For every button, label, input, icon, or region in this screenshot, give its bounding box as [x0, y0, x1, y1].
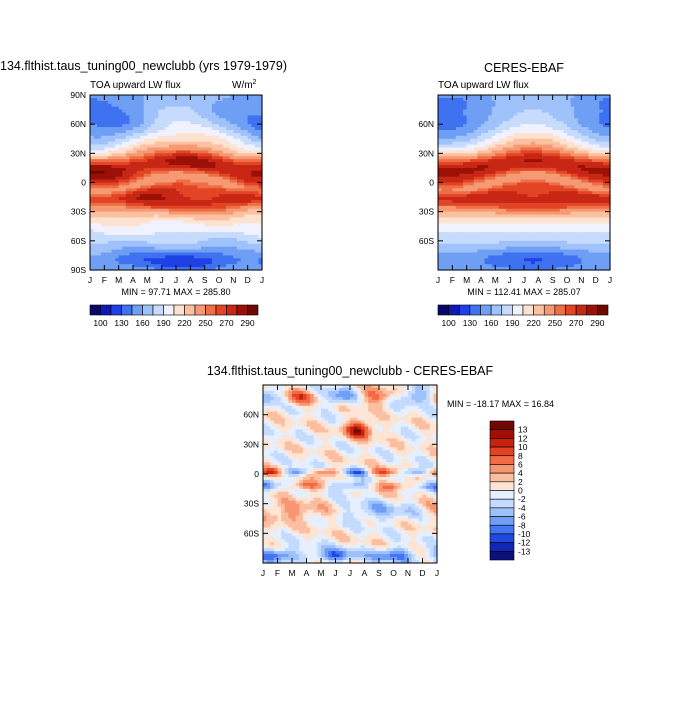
model-xtick-label: F [102, 275, 107, 285]
model-panel: 134.flthist.taus_tuning00_newclubb (yrs … [0, 59, 287, 328]
model-colorbar-label: 190 [156, 318, 170, 328]
model-colorbar-label: 290 [240, 318, 254, 328]
model-colorbar-box [164, 305, 175, 315]
model-ytick-label: 60S [71, 236, 86, 246]
model-xtick-label: A [130, 275, 136, 285]
model-ytick-label: 30N [70, 148, 86, 158]
model-colorbar-box [153, 305, 164, 315]
model-ytick-label: 90N [70, 90, 86, 100]
model-colorbar-label: 270 [219, 318, 233, 328]
model-ytick-label: 60N [70, 119, 86, 129]
obs-panel-title: CERES-EBAF [484, 61, 564, 75]
model-colorbar-label: 220 [177, 318, 191, 328]
obs-field [438, 95, 611, 271]
model-stats: MIN = 97.71 MAX = 285.80 [121, 287, 230, 297]
model-colorbar-box [122, 305, 133, 315]
model-colorbar-box [90, 305, 101, 315]
obs-panel-subtitle: TOA upward LW flux [438, 80, 529, 91]
model-colorbar-box [101, 305, 112, 315]
model-colorbar-box [195, 305, 206, 315]
model-colorbar-box [185, 305, 196, 315]
model-xtick-label: M [115, 275, 122, 285]
model-xtick-label: D [245, 275, 251, 285]
model-colorbar-box [111, 305, 122, 315]
model-xtick-label: M [144, 275, 151, 285]
model-field [90, 95, 263, 271]
model-xtick-label: J [260, 275, 264, 285]
model-colorbar-label: 160 [135, 318, 149, 328]
model-colorbar: 100 130 160 190 220 250 270 290 [90, 305, 258, 328]
model-ytick-label: 0 [81, 178, 86, 188]
model-xtick-label: O [216, 275, 223, 285]
model-colorbar-label: 130 [114, 318, 128, 328]
model-units-sup: 2 [253, 79, 257, 86]
model-panel-title: 134.flthist.taus_tuning00_newclubb (yrs … [0, 59, 287, 73]
model-panel-units: W/m2 [232, 79, 257, 91]
model-colorbar-box [143, 305, 154, 315]
model-xtick-label: A [187, 275, 193, 285]
model-colorbar-box [248, 305, 259, 315]
model-colorbar-label: 100 [93, 318, 107, 328]
model-xtick-label: J [174, 275, 178, 285]
model-xtick-label: S [202, 275, 208, 285]
model-colorbar-box [237, 305, 248, 315]
model-units-text: W/m [232, 80, 253, 91]
model-colorbar-box [132, 305, 143, 315]
model-panel-subtitle: TOA upward LW flux [90, 80, 181, 91]
model-xtick-label: J [88, 275, 92, 285]
model-colorbar-box [174, 305, 185, 315]
model-xtick-label: J [160, 275, 164, 285]
model-ytick-label: 90S [71, 265, 86, 275]
model-ytick-label: 30S [71, 207, 86, 217]
model-colorbar-label: 250 [198, 318, 212, 328]
model-colorbar-box [206, 305, 217, 315]
model-xtick-label: N [230, 275, 236, 285]
model-colorbar-box [216, 305, 227, 315]
obs-panel: CERES-EBAF TOA upward LW flux 60N30N030S… [418, 61, 612, 328]
model-colorbar-box [227, 305, 238, 315]
